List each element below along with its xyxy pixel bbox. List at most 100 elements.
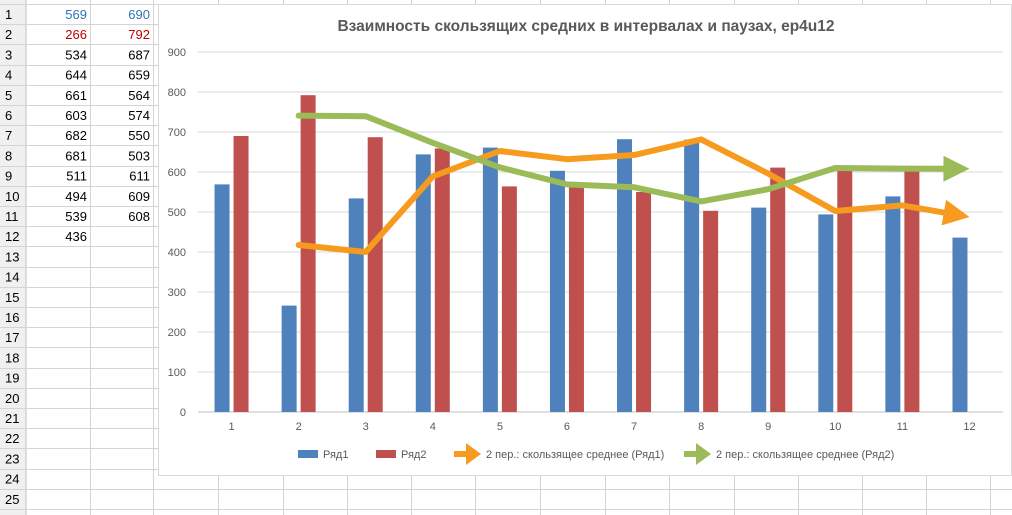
bar-2 [837, 168, 853, 412]
bar-2 [770, 167, 786, 412]
bar-1 [751, 207, 767, 412]
bar-2 [703, 210, 719, 412]
legend: Ряд1 Ряд2 2 пер.: скользящее среднее (Ряд1… [298, 443, 894, 465]
row-number: 23 [5, 451, 19, 466]
cell-b: 550 [128, 128, 150, 143]
x-tick-label: 2 [296, 421, 302, 433]
x-tick-label: 3 [363, 421, 369, 433]
bar-1 [348, 198, 364, 412]
bars [214, 95, 968, 412]
cell-a: 682 [65, 128, 87, 143]
row-number: 1 [5, 7, 12, 22]
x-tick-label: 6 [564, 421, 570, 433]
legend-label: Ряд1 [323, 449, 348, 461]
row-number: 6 [5, 108, 12, 123]
row-number: 22 [5, 431, 19, 446]
trendline-2 [295, 112, 957, 205]
bar-2 [501, 186, 517, 412]
row-number: 2 [5, 27, 12, 42]
trendline-arrowhead-2 [943, 155, 970, 182]
row-number: 10 [5, 189, 19, 204]
bar-2 [636, 192, 652, 412]
cell-a: 661 [65, 88, 87, 103]
bar-1 [281, 305, 297, 412]
bar-2 [904, 168, 920, 412]
legend-arrow [466, 443, 481, 465]
y-tick-label: 200 [168, 327, 186, 339]
legend-label: 2 пер.: скользящее среднее (Ряд2) [716, 449, 894, 461]
chart-title: Взаимность скользящих средних в интервал… [337, 18, 834, 35]
cell-b: 687 [128, 47, 150, 62]
cell-a: 511 [66, 169, 87, 184]
y-tick-label: 800 [168, 87, 186, 99]
bar-1 [617, 139, 633, 412]
y-tick-label: 0 [180, 407, 186, 419]
y-tick-label: 900 [168, 47, 186, 59]
x-tick-label: 12 [963, 421, 975, 433]
bar-1 [952, 237, 968, 412]
x-axis: 1 2 3 4 5 6 7 8 9 10 11 12 [228, 421, 975, 433]
cell-a: 603 [65, 108, 87, 123]
cell-a: 539 [65, 209, 87, 224]
cell-b: 609 [128, 189, 150, 204]
row-number: 11 [5, 209, 19, 224]
row-number: 12 [5, 229, 19, 244]
y-tick-label: 100 [168, 367, 186, 379]
y-tick-label: 700 [168, 127, 186, 139]
cell-a: 436 [65, 229, 87, 244]
bar-2 [568, 182, 584, 412]
cell-b: 574 [128, 108, 150, 123]
bar-1 [818, 214, 834, 412]
row-number: 16 [5, 310, 19, 325]
y-axis: 0 100 200 300 400 500 600 700 800 900 [168, 47, 186, 419]
x-tick-label: 10 [829, 421, 841, 433]
x-tick-label: 9 [765, 421, 771, 433]
cell-a: 569 [65, 7, 87, 22]
row-number: 25 [5, 492, 19, 507]
bar-1 [214, 184, 230, 412]
bar-1 [415, 154, 431, 412]
sheet-cells: 569 690 266 792 534 687 644 659 661 564 603 574 682 5… [65, 7, 150, 244]
cell-a: 494 [65, 189, 87, 204]
x-tick-label: 5 [497, 421, 503, 433]
cell-b: 611 [129, 169, 150, 184]
cell-a: 644 [65, 68, 87, 83]
row-number: 24 [5, 472, 19, 487]
bar-2 [367, 137, 383, 412]
bar-2 [233, 136, 249, 412]
legend-arrow [696, 443, 711, 465]
row-number: 17 [5, 330, 19, 345]
cell-b: 503 [128, 148, 150, 163]
row-number: 14 [5, 270, 19, 285]
trendline-1 [295, 136, 958, 255]
y-tick-label: 600 [168, 167, 186, 179]
bar-1 [549, 170, 565, 412]
cell-a: 681 [65, 148, 87, 163]
x-tick-label: 7 [631, 421, 637, 433]
row-number: 18 [5, 350, 19, 365]
gridlines [198, 51, 1003, 413]
bar-1 [885, 196, 901, 412]
row-number: 8 [5, 148, 12, 163]
y-tick-label: 500 [168, 207, 186, 219]
legend-label: Ряд2 [401, 449, 426, 461]
bar-1 [684, 139, 700, 412]
row-number: 13 [5, 249, 19, 264]
legend-swatch [298, 450, 318, 458]
legend-label: 2 пер.: скользящее среднее (Ряд1) [486, 449, 664, 461]
x-tick-label: 4 [430, 421, 436, 433]
legend-swatch [376, 450, 396, 458]
bar-1 [482, 147, 498, 412]
bar-2 [300, 95, 316, 412]
x-tick-label: 8 [698, 421, 704, 433]
cell-b: 564 [128, 88, 150, 103]
y-tick-label: 300 [168, 287, 186, 299]
row-number: 7 [5, 128, 12, 143]
row-number: 9 [5, 169, 12, 184]
cell-b: 659 [128, 68, 150, 83]
row-number: 5 [5, 88, 12, 103]
row-number: 20 [5, 391, 19, 406]
bar-2 [434, 148, 450, 412]
chart-area[interactable]: Взаимность скользящих средних в интервал… [158, 4, 1012, 476]
row-number: 3 [5, 47, 12, 62]
